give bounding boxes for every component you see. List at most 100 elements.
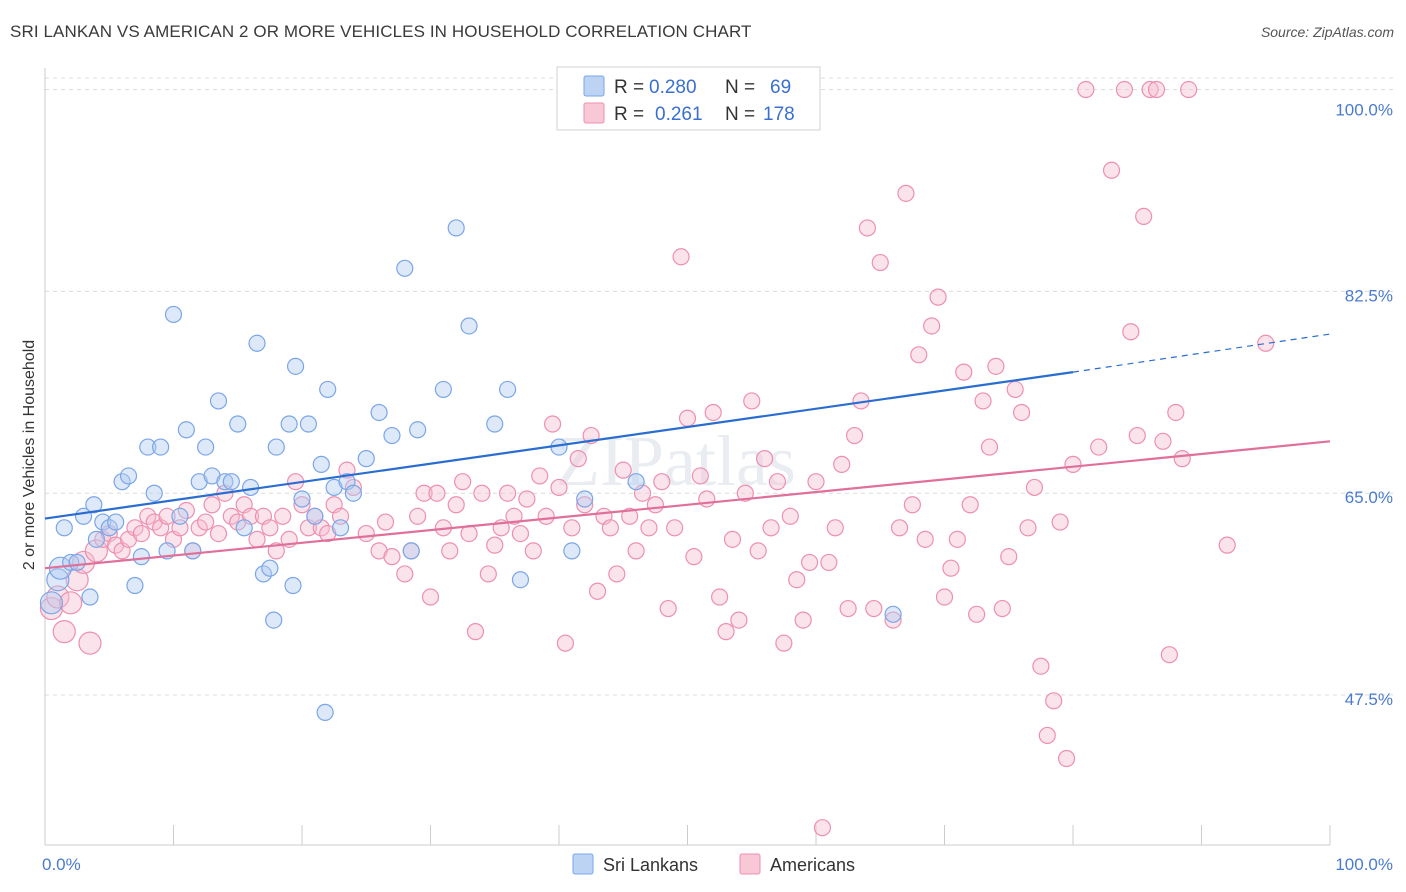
legend-n-label-1: N = — [725, 77, 755, 98]
sri-lankan-point — [261, 559, 279, 577]
american-point — [1167, 403, 1185, 422]
american-point — [428, 484, 446, 502]
sri-lankan-point — [383, 426, 401, 445]
sri-lankan-point — [884, 605, 902, 623]
bottom-legend-swatch-sri-lankans — [572, 853, 594, 875]
american-point — [955, 363, 973, 381]
sri-lankan-point — [39, 591, 64, 615]
american-point — [190, 519, 208, 537]
american-point — [1019, 519, 1037, 537]
american-point — [1154, 432, 1172, 450]
y-tick-label: 47.5% — [1345, 690, 1393, 709]
american-point — [59, 591, 83, 615]
american-point — [698, 490, 716, 508]
american-point — [749, 542, 767, 560]
american-point — [743, 392, 761, 410]
american-point — [820, 553, 838, 572]
american-point — [826, 519, 844, 537]
american-point — [659, 599, 677, 618]
sri-lankan-point — [627, 473, 645, 491]
sri-lankan-point — [357, 450, 375, 468]
american-point — [396, 565, 414, 583]
sri-lankan-point — [107, 513, 125, 531]
americans-points — [39, 80, 1275, 837]
stats-legend: R = 0.280 N = 69 R = 0.261 N = 178 — [556, 66, 821, 131]
sri-lankan-point — [563, 542, 581, 560]
american-point — [794, 611, 812, 629]
sri-lankan-point — [248, 334, 266, 352]
sri-lankans-points — [39, 219, 902, 721]
sri-lankan-point — [576, 490, 594, 508]
legend-n-value-1: 69 — [770, 77, 791, 98]
american-point — [267, 542, 285, 560]
american-point — [1102, 161, 1121, 179]
legend-r-value-2: 0.261 — [655, 104, 703, 125]
american-point — [948, 530, 966, 548]
sri-lankan-point — [316, 703, 334, 721]
svg-text:ZIPatlas: ZIPatlas — [556, 421, 796, 501]
y-tick-label: 100.0% — [1335, 101, 1393, 120]
american-point — [1128, 426, 1146, 445]
american-point — [1141, 80, 1159, 99]
american-point — [274, 507, 292, 525]
sri-lankan-point — [145, 484, 163, 502]
axes — [44, 68, 1331, 846]
american-point — [678, 409, 697, 427]
american-point — [755, 450, 774, 468]
american-point — [807, 473, 825, 491]
american-point — [923, 317, 941, 335]
american-point — [858, 219, 877, 237]
sri-lankan-point — [81, 588, 99, 606]
american-point — [209, 524, 228, 543]
sri-lankan-point — [216, 473, 234, 491]
american-point — [961, 496, 979, 514]
sri-lankan-point — [284, 576, 302, 595]
sri-lankan-point — [319, 380, 337, 399]
american-point — [383, 548, 401, 566]
american-point — [550, 478, 568, 497]
american-point — [563, 519, 581, 537]
legend-n-label-2: N = — [725, 104, 755, 125]
american-point — [556, 634, 575, 652]
american-point — [1012, 403, 1031, 422]
american-point — [139, 507, 157, 525]
american-point — [968, 605, 986, 623]
american-point — [1135, 207, 1153, 226]
bottom-legend-label-sri-lankans: Sri Lankans — [603, 855, 698, 875]
sri-lankan-point — [306, 507, 324, 525]
american-point — [177, 501, 195, 520]
sri-lankan-point — [94, 513, 112, 531]
legend-r-label-2: R = — [614, 104, 644, 125]
american-point — [775, 634, 793, 652]
american-point — [473, 484, 491, 502]
series-legend: Sri Lankans Americans — [572, 853, 855, 875]
american-point — [1147, 80, 1166, 99]
american-point — [357, 524, 375, 543]
american-point — [942, 559, 960, 577]
chart-title: SRI LANKAN VS AMERICAN 2 OR MORE VEHICLE… — [10, 22, 752, 41]
american-point — [865, 599, 883, 618]
american-point — [248, 530, 266, 548]
sri-lankan-point — [486, 415, 504, 433]
sri-lankan-point — [499, 380, 517, 399]
sri-lankan-point — [139, 438, 157, 456]
legend-r-label-1: R = — [614, 77, 644, 98]
american-point — [415, 484, 433, 502]
american-point — [1045, 692, 1063, 710]
american-point — [910, 346, 928, 364]
american-point — [486, 536, 504, 554]
y-tick-labels: 47.5% 65.0% 82.5% 100.0% — [1335, 101, 1393, 710]
american-point — [871, 253, 889, 272]
sri-lankan-point — [119, 467, 138, 485]
american-point — [479, 565, 497, 583]
american-point — [833, 455, 851, 473]
sri-lankan-point — [434, 380, 452, 399]
american-point — [261, 519, 279, 537]
y-axis-title: 2 or more Vehicles in Household — [21, 340, 38, 570]
sri-lankan-point — [209, 392, 228, 410]
sri-lankan-point — [293, 490, 311, 508]
american-point — [1115, 80, 1134, 99]
american-point — [454, 473, 472, 491]
american-point — [614, 461, 632, 479]
american-point — [987, 357, 1005, 375]
